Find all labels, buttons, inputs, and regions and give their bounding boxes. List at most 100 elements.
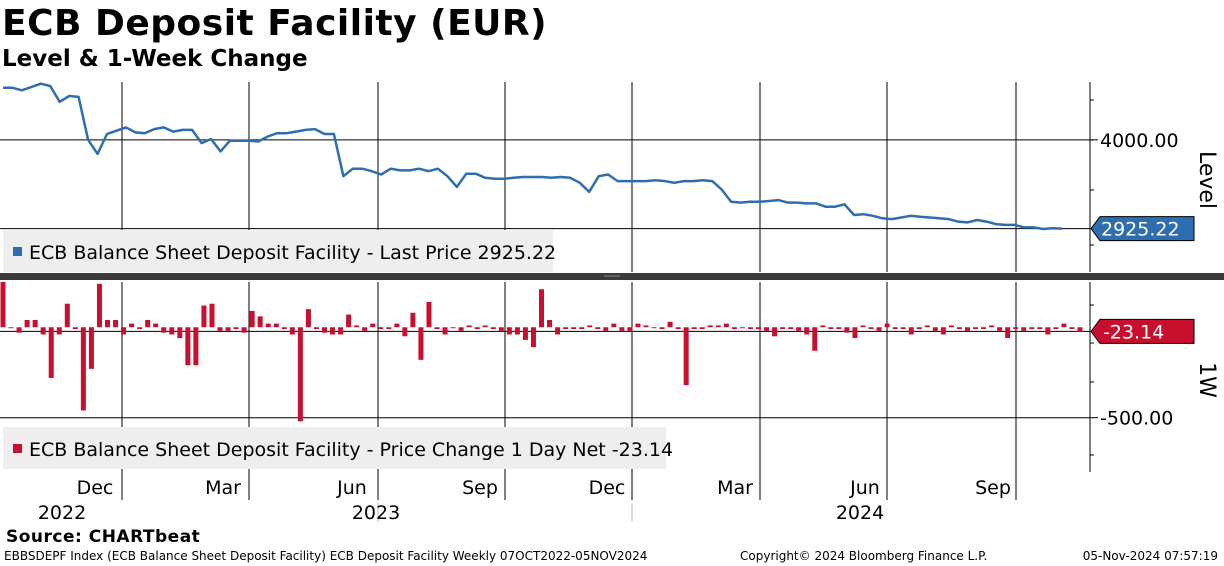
x-month-label: Dec (589, 477, 626, 499)
change-legend-label: ECB Balance Sheet Deposit Facility - Pri… (29, 439, 673, 461)
change-bar (643, 325, 649, 328)
change-bar (402, 327, 408, 337)
change-last-value-label: -23.14 (1103, 321, 1164, 343)
change-bar (868, 327, 874, 330)
change-bar (956, 327, 962, 330)
change-bar (844, 327, 850, 333)
change-bar (72, 327, 78, 330)
change-bar (1053, 327, 1059, 330)
change-bar (908, 327, 914, 335)
level-last-value-label: 2925.22 (1101, 219, 1180, 241)
change-bar (354, 325, 360, 328)
change-bar (699, 327, 705, 330)
change-legend-box (3, 427, 666, 469)
level-legend-box (3, 230, 553, 272)
change-bar (514, 327, 520, 335)
x-month-label: Mar (717, 477, 753, 499)
change-bar (209, 303, 215, 328)
x-year-label: 2022 (38, 502, 86, 524)
change-bar (579, 327, 585, 330)
change-bar (8, 327, 14, 329)
change-bar (804, 327, 810, 335)
change-bar (321, 327, 327, 333)
x-month-label: Mar (205, 477, 241, 499)
change-bar (691, 327, 697, 330)
footer-timestamp: 05-Nov-2024 07:57:19 (1082, 549, 1218, 563)
change-bar (989, 325, 995, 328)
change-bar (715, 325, 721, 328)
change-bar (530, 327, 536, 348)
change-bar (812, 327, 818, 351)
level-axis-title: Level (1194, 151, 1219, 209)
change-legend-swatch (13, 444, 22, 453)
change-bar (225, 327, 231, 331)
change-bar (860, 325, 866, 328)
change-bar (667, 321, 673, 328)
change-bar (997, 327, 1003, 331)
change-bar (1029, 327, 1035, 330)
x-month-label: Sep (462, 477, 498, 499)
x-month-label: Sep (975, 477, 1011, 499)
change-bar (394, 323, 400, 328)
change-bar (820, 325, 826, 328)
change-bar (233, 327, 239, 330)
level-series-line (3, 82, 1063, 231)
change-bar (490, 327, 496, 330)
change-bar (466, 325, 472, 328)
level-last-value-tag (1090, 216, 1195, 242)
change-bar (289, 327, 295, 335)
change-bar (1077, 327, 1083, 332)
change-bar (587, 325, 593, 328)
change-bar (723, 323, 729, 328)
change-bar (458, 327, 464, 331)
change-bar (498, 327, 504, 331)
change-bar (948, 325, 954, 328)
change-bar (378, 327, 384, 330)
change-bar (772, 327, 778, 337)
change-bar (281, 327, 287, 330)
change-bar (418, 327, 424, 360)
change-bar (104, 320, 110, 328)
x-year-label: 2023 (352, 502, 400, 524)
change-bar (177, 327, 183, 339)
change-bar (145, 320, 151, 328)
change-bar (595, 327, 601, 330)
change-bar (852, 327, 858, 339)
change-bar (442, 327, 448, 335)
change-bar (627, 327, 633, 331)
change-bar (981, 327, 987, 330)
change-bar (410, 312, 416, 328)
change-bar (932, 327, 938, 331)
change-bar (32, 320, 38, 328)
change-bar (64, 303, 70, 328)
change-bar (56, 327, 62, 335)
change-bar (828, 327, 834, 330)
change-bar (1013, 327, 1019, 330)
change-bar (386, 327, 392, 330)
change-bar (450, 327, 456, 329)
change-bar (88, 327, 94, 369)
change-bar (739, 327, 745, 329)
change-bar (0, 282, 6, 328)
footer-copyright: Copyright© 2024 Bloomberg Finance L.P. (740, 549, 988, 563)
change-bar (153, 323, 159, 328)
x-month-label: Jun (849, 477, 880, 499)
change-bar (884, 323, 890, 328)
change-bar (370, 323, 376, 328)
change-bar (169, 327, 175, 335)
change-bar (482, 325, 488, 328)
change-bar (1021, 327, 1027, 331)
change-bar (201, 305, 207, 328)
change-bar (346, 314, 352, 328)
change-bar (659, 327, 665, 330)
change-tick-label: -500.00 (1100, 408, 1173, 430)
change-bar (273, 323, 279, 328)
change-bar (611, 323, 617, 328)
change-bar (121, 327, 127, 335)
change-bar (1005, 327, 1011, 339)
change-bar (788, 327, 794, 330)
change-bar (635, 323, 641, 328)
change-bar (522, 327, 528, 340)
x-year-label: 2024 (836, 502, 884, 524)
